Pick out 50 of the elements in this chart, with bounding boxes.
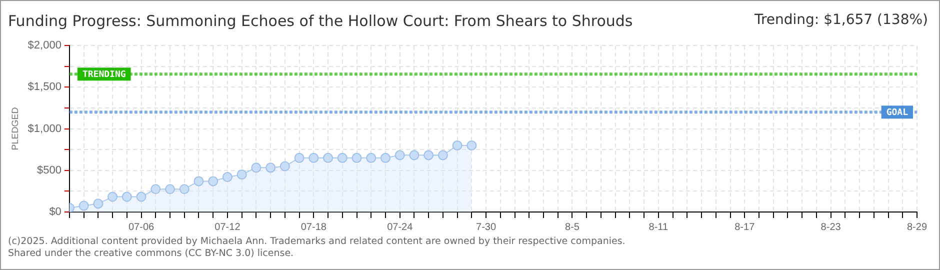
x-tick-label: 07-12 <box>214 222 241 233</box>
x-tick-label: 07-06 <box>128 222 154 233</box>
y-tick-label: $1,500 <box>28 81 62 94</box>
x-tick-label: 8-5 <box>565 222 580 233</box>
x-tick-label: 07-24 <box>387 222 414 233</box>
point <box>122 192 132 202</box>
point <box>78 200 89 211</box>
x-tick-label: 8-29 <box>906 222 928 233</box>
y-tick-label: $2,000 <box>28 40 62 52</box>
point <box>337 152 348 163</box>
point <box>194 176 204 186</box>
x-tick-label: 8-17 <box>734 222 756 233</box>
point <box>208 176 218 186</box>
y-axis-title: PLEDGED <box>10 106 20 150</box>
point <box>251 162 262 173</box>
point <box>394 150 405 160</box>
chart-title: Funding Progress: Summoning Echoes of the Hollow Court: From Shears to Shrouds <box>8 12 633 30</box>
y-tick-label: $500 <box>36 164 62 176</box>
point <box>136 192 146 202</box>
point <box>380 152 390 163</box>
point <box>323 152 334 163</box>
point <box>165 184 175 194</box>
point <box>452 140 462 150</box>
point <box>424 150 434 160</box>
point <box>150 184 161 194</box>
y-tick-label: $1,000 <box>28 122 62 135</box>
x-tick-label: 7-30 <box>476 222 496 233</box>
text: (c)2025. Additional content provided by Michaela Ann. Trademarks and related content are owned by their respective companies. <box>8 236 626 248</box>
point <box>280 161 290 172</box>
x-tick-label: 8-23 <box>820 222 842 233</box>
point <box>236 170 247 180</box>
text: Shared under the creative commons (CC BY-NC 3.0) license. <box>8 248 295 260</box>
y-tick-label: $0 <box>49 206 62 218</box>
ref-line-label: TRENDING <box>82 70 126 80</box>
point <box>352 152 362 163</box>
point <box>93 198 104 209</box>
point <box>466 140 477 150</box>
point <box>438 150 448 160</box>
point <box>308 152 319 163</box>
point <box>108 192 118 202</box>
x-tick-label: 07-18 <box>300 222 327 233</box>
ref-line-label: GOAL <box>886 108 909 118</box>
point <box>222 172 232 182</box>
x-tick-label: 8-11 <box>648 222 668 233</box>
point <box>366 152 376 163</box>
point <box>266 162 276 173</box>
point <box>294 152 304 163</box>
point <box>179 184 190 194</box>
point <box>409 150 420 160</box>
text: Trending: $1,657 (138%) <box>754 12 928 28</box>
